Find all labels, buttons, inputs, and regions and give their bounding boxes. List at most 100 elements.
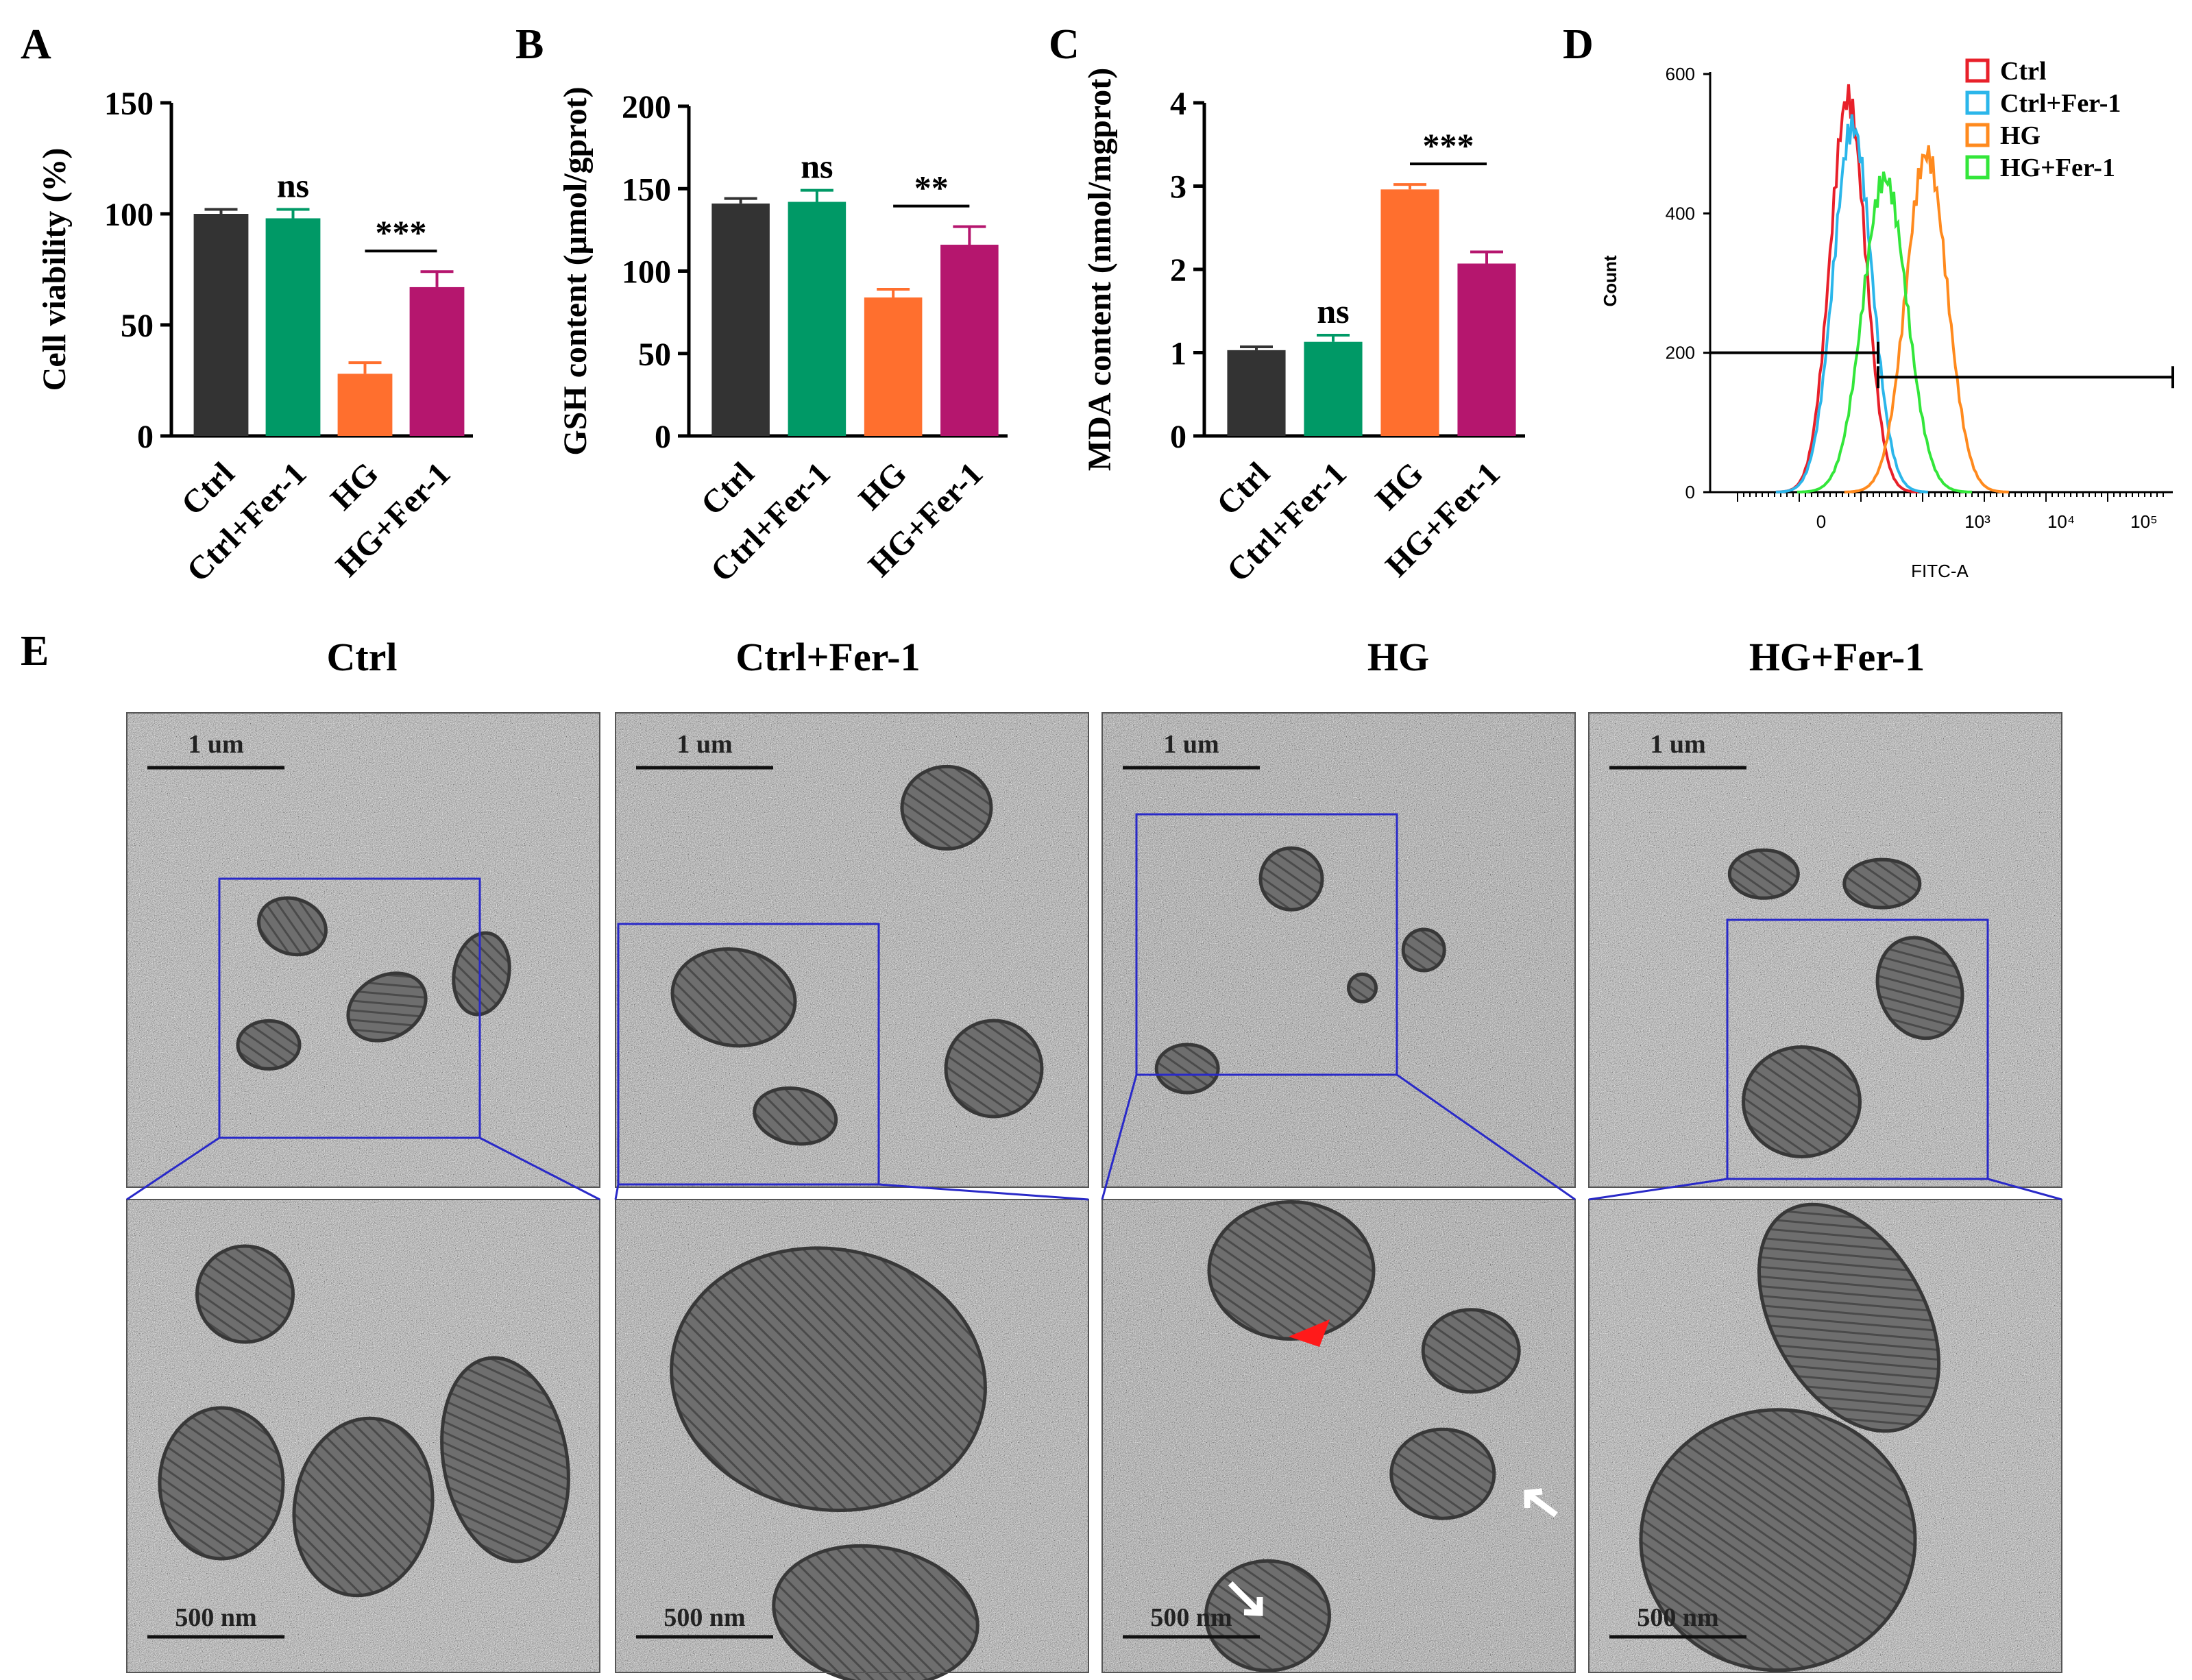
bar-hg-fer-1 <box>940 245 999 436</box>
tem-bottom-image <box>127 1200 600 1672</box>
category-label: HG <box>1369 455 1430 517</box>
y-axis-label: Count <box>1600 255 1620 306</box>
significance-label: ns <box>801 147 833 186</box>
panel-label-d: D <box>1563 21 1594 68</box>
y-axis-label: Cell viability (%) <box>36 148 73 391</box>
y-tick-label: 100 <box>104 197 154 233</box>
mitochondrion <box>772 1544 979 1680</box>
zoom-connector <box>1101 1074 1138 1200</box>
zoom-connector <box>878 1183 1089 1201</box>
zoom-connector <box>1396 1073 1576 1201</box>
bar-hg <box>1380 189 1439 436</box>
mitochondrion <box>670 1246 987 1513</box>
mitochondrion <box>1742 1045 1862 1158</box>
zoom-connector <box>614 1184 620 1200</box>
bar-hg <box>864 297 923 436</box>
mitochondrion <box>452 931 511 1016</box>
bar-hg <box>337 374 393 436</box>
tem-background <box>616 713 1088 1187</box>
legend-swatch <box>1965 123 1990 147</box>
y-axis-label: GSH content (μmol/gprot) <box>557 86 594 455</box>
bar-ctrl <box>1227 350 1286 436</box>
mitochondrion <box>1639 1408 1917 1672</box>
zoom-connector <box>1588 1178 1728 1201</box>
mitochondrion <box>1842 857 1922 910</box>
significance-label: ns <box>1317 292 1349 330</box>
legend-label: Ctrl <box>2000 57 2047 86</box>
panel-label-b: B <box>515 21 544 68</box>
y-tick-label: 1 <box>1170 336 1186 372</box>
scale-label-bottom: 500 nm <box>663 1603 745 1632</box>
tem-top-image <box>127 713 600 1187</box>
y-tick-label: 3 <box>1170 169 1186 206</box>
mitochondrion <box>1258 846 1324 912</box>
y-tick-label: 150 <box>622 171 671 208</box>
significance-label: ns <box>277 167 309 205</box>
mitochondrion <box>292 1416 435 1598</box>
mitochondrion <box>1389 1427 1496 1520</box>
bar-hg-fer-1 <box>409 287 465 436</box>
mitochondrion <box>900 764 993 851</box>
x-axis-label: FITC-A <box>1911 561 1969 581</box>
panel-label-c: C <box>1049 21 1080 68</box>
mitochondrion <box>236 1019 302 1071</box>
tem-frame <box>615 712 1089 1188</box>
legend-swatch <box>1965 90 1990 115</box>
mitochondrion <box>346 971 428 1043</box>
bar-ctrl-fer-1 <box>265 218 321 436</box>
y-tick-label: 0 <box>655 419 671 455</box>
scale-label-top: 1 um <box>1163 730 1219 759</box>
tem-title-hg-fer1: HG+Fer-1 <box>1749 635 1925 679</box>
tem-frame <box>1588 1199 2062 1673</box>
mitochondrion <box>195 1244 295 1344</box>
zoom-box <box>1726 918 1989 1180</box>
mitochondrion <box>257 896 328 957</box>
mitochondrion <box>1154 1043 1220 1095</box>
bar-hg-fer-1 <box>1457 263 1516 436</box>
mitochondrion <box>440 1356 570 1563</box>
tem-frame <box>126 1199 600 1673</box>
tem-title-hg: HG <box>1367 635 1429 679</box>
tem-title-ctrl-fer1: Ctrl+Fer-1 <box>735 635 920 679</box>
significance-label: ** <box>914 169 949 207</box>
scale-label-bottom: 500 nm <box>1150 1603 1232 1632</box>
y-axis-label: MDA content (nmol/mgprot) <box>1082 68 1118 471</box>
histogram-ctrl-fer-1 <box>1775 114 1928 494</box>
bar-ctrl <box>711 203 770 436</box>
legend-swatch <box>1965 58 1990 83</box>
y-tick-label: 400 <box>1666 203 1695 223</box>
x-tick-label: 0 <box>1816 511 1826 532</box>
y-tick-label: 0 <box>137 419 154 455</box>
zoom-connector <box>479 1136 600 1201</box>
tem-bottom-image <box>1589 1200 2062 1672</box>
category-label: HG <box>324 455 385 517</box>
zoom-connector <box>126 1136 220 1201</box>
tem-top-image <box>616 713 1088 1187</box>
mitochondrion <box>753 1086 838 1146</box>
scale-label-top: 1 um <box>188 730 243 759</box>
significance-label: *** <box>376 213 427 252</box>
legend-label: HG+Fer-1 <box>2000 154 2115 182</box>
panel-label-e: E <box>21 628 49 674</box>
white-arrow-icon <box>1524 1488 1558 1518</box>
category-label: HG <box>852 455 914 517</box>
y-tick-label: 100 <box>622 254 671 291</box>
mitochondrion <box>1401 927 1446 973</box>
y-tick-label: 2 <box>1170 252 1186 289</box>
x-tick-label: 10³ <box>1964 511 1990 532</box>
tem-top-image <box>1102 713 1575 1187</box>
histogram-hg-fer-1 <box>1797 171 1973 494</box>
tem-frame <box>1101 712 1576 1188</box>
legend-label: Ctrl+Fer-1 <box>2000 89 2121 118</box>
tem-bottom-image <box>616 1200 1088 1680</box>
mitochondrion <box>944 1019 1044 1119</box>
mitochondrion <box>1757 1202 1941 1433</box>
mitochondrion <box>1347 972 1378 1003</box>
tem-title-ctrl: Ctrl <box>326 635 397 679</box>
histogram-hg <box>1844 145 2009 494</box>
x-tick-label: 10⁵ <box>2130 511 2158 532</box>
zoom-connector <box>1987 1178 2062 1201</box>
zoom-box <box>617 923 880 1186</box>
x-tick-label: 10⁴ <box>2047 511 2075 532</box>
